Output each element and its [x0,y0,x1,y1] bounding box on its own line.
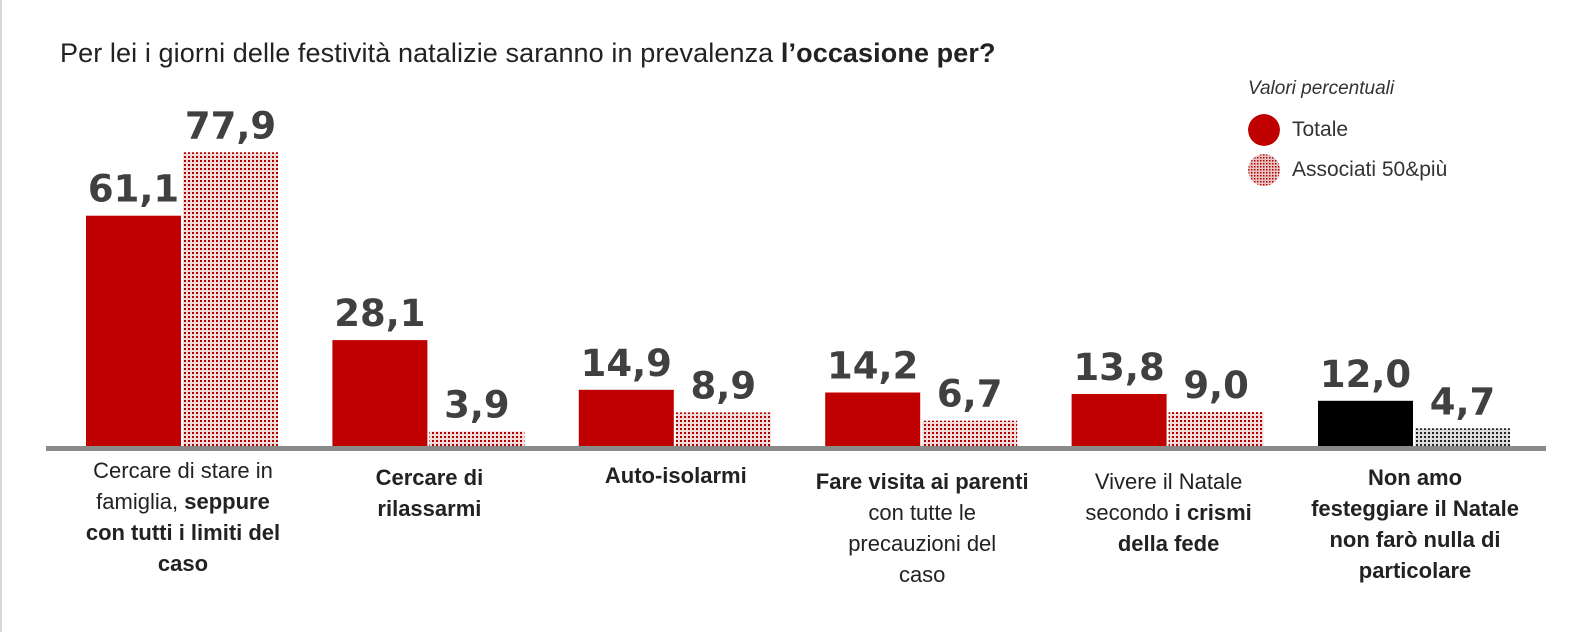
left-border [0,0,2,632]
category-label-0: Cercare di stare in famiglia, seppure con … [85,458,281,576]
bar-associati-0 [183,152,278,447]
legend-swatch-solid-icon [1248,114,1280,146]
data-label-totale-3: 14,2 [827,345,918,388]
bar-totale-3 [825,392,921,446]
category-label-2: Auto-isolarmi [604,463,747,488]
data-label-associati-2: 8,9 [691,364,757,407]
bar-totale-0 [86,215,181,446]
bar-totale-5 [1318,400,1413,446]
bar-associati-3 [922,420,1018,446]
bar-totale-4 [1071,394,1167,446]
category-label-5: Non amo festeggiare il Natale non farò nul… [1311,465,1519,583]
data-label-totale-1: 28,1 [334,292,425,335]
chart-title: Per lei i giorni delle festività nataliz… [60,38,996,69]
x-axis-line [46,446,1546,451]
legend-swatch-dotted-icon [1248,154,1280,186]
category-label-1: Cercare di rilassarmi [375,465,484,521]
data-label-totale-2: 14,9 [581,342,672,385]
bar-associati-1 [429,431,525,446]
data-label-totale-0: 61,1 [88,168,179,211]
bar-associati-2 [675,412,771,446]
bar-associati-5 [1415,428,1510,446]
data-label-associati-1: 3,9 [444,383,510,426]
chart-title-normal: Per lei i giorni delle festività nataliz… [60,38,781,68]
data-label-totale-4: 13,8 [1073,346,1164,389]
data-label-associati-4: 9,0 [1183,364,1249,407]
legend-label-associati: Associati 50&più [1292,158,1448,181]
bar-associati-4 [1168,412,1264,446]
data-label-associati-0: 77,9 [185,104,276,147]
legend-label-totale: Totale [1292,118,1349,141]
data-label-associati-5: 4,7 [1430,380,1496,423]
chart-title-bold: l’occasione per? [780,38,996,68]
category-label-3: Fare visita ai parenti con tutte le precau… [815,469,1029,587]
legend-item-totale: Totale [1248,110,1447,150]
legend-item-associati: Associati 50&più [1248,150,1447,190]
bar-totale-1 [332,340,428,446]
legend: Valori percentuali Totale Associati 50&p… [1248,78,1447,190]
legend-caption: Valori percentuali [1248,78,1395,99]
category-label-4: Vivere il Natale secondo i crismi della fe… [1085,469,1252,556]
data-label-associati-3: 6,7 [937,373,1003,416]
data-label-totale-5: 12,0 [1320,353,1411,396]
bar-totale-2 [578,389,674,446]
